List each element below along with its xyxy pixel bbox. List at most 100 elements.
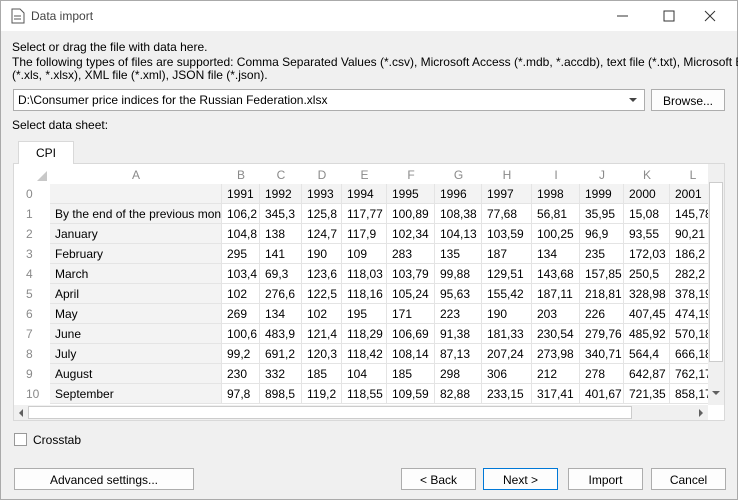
grid-cell: 100,89 <box>387 204 435 224</box>
grid-cell: 69,3 <box>260 264 302 284</box>
grid-cell: 340,71 <box>580 344 624 364</box>
grid-cell: 278 <box>580 364 624 384</box>
grid-cell: 138 <box>260 224 302 244</box>
crosstab-label: Crosstab <box>33 433 82 447</box>
grid-cell: 95,63 <box>435 284 482 304</box>
grid-cell: 279,76 <box>580 324 624 344</box>
select-all[interactable] <box>36 170 48 182</box>
grid-cell: 230,54 <box>532 324 580 344</box>
crosstab-checkbox[interactable] <box>14 433 27 446</box>
grid-cell: 187,11 <box>532 284 580 304</box>
row-number: 5 <box>14 284 50 304</box>
grid-cell: 218,81 <box>580 284 624 304</box>
grid-cell: 108,38 <box>435 204 482 224</box>
grid-cell: 1996 <box>435 184 482 204</box>
row-number: 7 <box>14 324 50 344</box>
grid-cell: 233,15 <box>482 384 532 404</box>
grid-cell: 109 <box>342 244 387 264</box>
grid-cell: 2001 <box>670 184 716 204</box>
advanced-settings-button[interactable]: Advanced settings... <box>14 468 194 490</box>
grid-cell: 102 <box>222 284 260 304</box>
grid-cell: 190 <box>482 304 532 324</box>
grid-cell: 282,2 <box>670 264 716 284</box>
grid-cell: 345,3 <box>260 204 302 224</box>
grid-cell: 82,88 <box>435 384 482 404</box>
import-button[interactable]: Import <box>568 468 643 490</box>
horizontal-scrollbar[interactable] <box>14 405 708 420</box>
grid-cell: 118,03 <box>342 264 387 284</box>
grid-cell: 1998 <box>532 184 580 204</box>
grid-cell: 109,59 <box>387 384 435 404</box>
grid-cell: 187 <box>482 244 532 264</box>
grid-cell: 203 <box>532 304 580 324</box>
grid-cell: 117,9 <box>342 224 387 244</box>
column-header: J <box>580 165 624 185</box>
sheet-label: Select data sheet: <box>12 118 109 132</box>
grid-cell: 103,79 <box>387 264 435 284</box>
grid-cell: 124,7 <box>302 224 342 244</box>
grid-cell: 108,14 <box>387 344 435 364</box>
sheet-tab[interactable]: CPI <box>18 141 74 164</box>
grid-cell: 104,13 <box>435 224 482 244</box>
grid-cell: 91,38 <box>435 324 482 344</box>
grid-cell: 185 <box>302 364 342 384</box>
grid-cell: 35,95 <box>580 204 624 224</box>
grid-cell: 103,59 <box>482 224 532 244</box>
back-button[interactable]: < Back <box>401 468 476 490</box>
column-header: F <box>387 165 435 185</box>
grid-cell: 190 <box>302 244 342 264</box>
grid-cell: 99,88 <box>435 264 482 284</box>
grid-cell: 898,5 <box>260 384 302 404</box>
next-button[interactable]: Next > <box>483 468 558 490</box>
grid-cell: 15,08 <box>624 204 670 224</box>
row-number: 2 <box>14 224 50 244</box>
browse-button[interactable]: Browse... <box>651 89 725 111</box>
column-header: L <box>670 165 716 185</box>
window-controls[interactable] <box>601 6 731 26</box>
grid-cell: 328,98 <box>624 284 670 304</box>
grid-cell: 1994 <box>342 184 387 204</box>
grid-cell: 103,4 <box>222 264 260 284</box>
grid-cell: 120,3 <box>302 344 342 364</box>
grid-cell: 106,2 <box>222 204 260 224</box>
grid-cell: 104 <box>342 364 387 384</box>
column-header: C <box>260 165 302 185</box>
grid-cell: 332 <box>260 364 302 384</box>
grid-cell: 145,78 <box>670 204 716 224</box>
grid-cell: 102,34 <box>387 224 435 244</box>
grid-cell: 87,13 <box>435 344 482 364</box>
grid-cell: 123,6 <box>302 264 342 284</box>
grid-cell: 99,2 <box>222 344 260 364</box>
file-combobox[interactable]: D:\Consumer price indices for the Russia… <box>13 89 645 111</box>
grid-cell: March <box>50 264 222 284</box>
grid-cell: 181,33 <box>482 324 532 344</box>
row-number: 1 <box>14 204 50 224</box>
grid-cell: 276,6 <box>260 284 302 304</box>
row-number: 0 <box>14 184 50 204</box>
instruction: Select or drag the file with data here. <box>12 40 208 54</box>
cancel-button[interactable]: Cancel <box>651 468 726 490</box>
grid-cell: 230 <box>222 364 260 384</box>
column-header: E <box>342 165 387 185</box>
column-header: B <box>222 165 260 185</box>
grid-cell: 666,18 <box>670 344 716 364</box>
grid-cell: September <box>50 384 222 404</box>
grid-cell: 483,9 <box>260 324 302 344</box>
grid-cell: 401,67 <box>580 384 624 404</box>
grid-cell: 250,5 <box>624 264 670 284</box>
grid-cell: 283 <box>387 244 435 264</box>
row-number: 9 <box>14 364 50 384</box>
grid-cell: April <box>50 284 222 304</box>
grid-cell: 485,92 <box>624 324 670 344</box>
instruction: (*.xls, *.xlsx), XML file (*.xml), JSON … <box>12 68 268 82</box>
grid-cell: 77,68 <box>482 204 532 224</box>
vertical-scrollbar[interactable] <box>708 164 724 405</box>
grid-cell: 129,51 <box>482 264 532 284</box>
grid-cell: 691,2 <box>260 344 302 364</box>
grid-cell: 1992 <box>260 184 302 204</box>
grid-cell: 119,2 <box>302 384 342 404</box>
grid-cell: 118,55 <box>342 384 387 404</box>
grid-cell: 118,29 <box>342 324 387 344</box>
grid-cell: 118,42 <box>342 344 387 364</box>
